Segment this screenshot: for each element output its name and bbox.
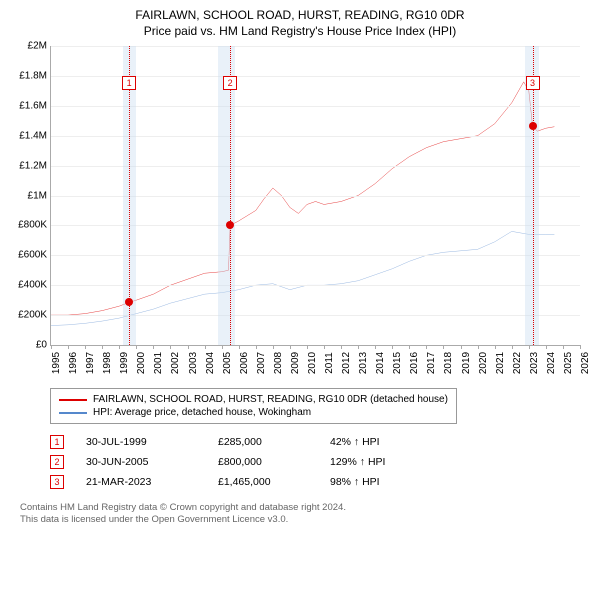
x-axis-label: 2009 <box>290 352 301 374</box>
x-axis-label: 2025 <box>563 352 574 374</box>
x-axis-label: 2021 <box>495 352 506 374</box>
footer-line2: This data is licensed under the Open Gov… <box>20 514 590 526</box>
sales-table: 1 30-JUL-1999 £285,000 42% ↑ HPI 2 30-JUN-200… <box>50 432 590 492</box>
sale-index-box: 2 <box>50 455 64 469</box>
legend-swatch <box>59 399 87 401</box>
plot-area: £0£200K£400K£600K£800K£1M£1.2M£1.4M£1.6M… <box>50 46 580 346</box>
sale-date: 30-JUN-2005 <box>86 456 196 468</box>
x-axis-label: 1999 <box>119 352 130 374</box>
x-axis-label: 2003 <box>188 352 199 374</box>
sale-point <box>226 221 234 229</box>
x-axis-label: 2004 <box>205 352 216 374</box>
footer-attribution: Contains HM Land Registry data © Crown c… <box>20 502 590 527</box>
x-axis-label: 2001 <box>153 352 164 374</box>
sale-price: £1,465,000 <box>218 476 308 488</box>
y-axis-label: £800K <box>18 220 51 231</box>
x-axis-label: 2026 <box>580 352 591 374</box>
x-axis-label: 2014 <box>375 352 386 374</box>
sale-index-box: 1 <box>50 435 64 449</box>
x-axis-label: 2011 <box>324 352 335 374</box>
sale-date: 21-MAR-2023 <box>86 476 196 488</box>
y-axis-label: £2M <box>28 41 51 52</box>
x-axis-label: 2015 <box>392 352 403 374</box>
chart-container: FAIRLAWN, SCHOOL ROAD, HURST, READING, R… <box>0 0 600 535</box>
y-axis-label: £0 <box>36 340 51 351</box>
y-axis-label: £600K <box>18 250 51 261</box>
x-axis-label: 2020 <box>478 352 489 374</box>
x-axis-label: 2018 <box>443 352 454 374</box>
sale-index-box: 3 <box>50 475 64 489</box>
legend-label: HPI: Average price, detached house, Woki… <box>93 407 311 418</box>
y-axis-label: £400K <box>18 280 51 291</box>
x-axis-label: 2019 <box>461 352 472 374</box>
y-axis-label: £1.4M <box>19 130 51 141</box>
sale-row: 3 21-MAR-2023 £1,465,000 98% ↑ HPI <box>50 472 590 492</box>
y-axis-label: £1.2M <box>19 160 51 171</box>
chart-subtitle: Price paid vs. HM Land Registry's House … <box>10 24 590 38</box>
legend-label: FAIRLAWN, SCHOOL ROAD, HURST, READING, R… <box>93 394 448 405</box>
sale-row: 1 30-JUL-1999 £285,000 42% ↑ HPI <box>50 432 590 452</box>
chart-area: £0£200K£400K£600K£800K£1M£1.2M£1.4M£1.6M… <box>50 46 580 376</box>
x-axis-label: 1995 <box>51 352 62 374</box>
legend: FAIRLAWN, SCHOOL ROAD, HURST, READING, R… <box>50 388 457 424</box>
x-axis-label: 2000 <box>136 352 147 374</box>
x-axis-label: 2008 <box>273 352 284 374</box>
x-axis-label: 2005 <box>222 352 233 374</box>
y-axis-label: £200K <box>18 310 51 321</box>
x-axis-label: 2023 <box>529 352 540 374</box>
y-axis-label: £1.8M <box>19 70 51 81</box>
x-axis-label: 1998 <box>102 352 113 374</box>
x-axis-label: 2006 <box>239 352 250 374</box>
x-axis-label: 2024 <box>546 352 557 374</box>
x-axis-label: 2010 <box>307 352 318 374</box>
sale-marker-box: 2 <box>223 76 237 90</box>
x-axis-label: 1996 <box>68 352 79 374</box>
x-axis-label: 2012 <box>341 352 352 374</box>
x-axis-label: 1997 <box>85 352 96 374</box>
sale-pct-vs-hpi: 98% ↑ HPI <box>330 476 420 488</box>
sale-marker-box: 3 <box>526 76 540 90</box>
chart-title: FAIRLAWN, SCHOOL ROAD, HURST, READING, R… <box>10 8 590 22</box>
sale-date: 30-JUL-1999 <box>86 436 196 448</box>
sale-price: £800,000 <box>218 456 308 468</box>
x-axis-label: 2017 <box>426 352 437 374</box>
sale-pct-vs-hpi: 42% ↑ HPI <box>330 436 420 448</box>
x-axis-label: 2007 <box>256 352 267 374</box>
sale-price: £285,000 <box>218 436 308 448</box>
sale-point <box>529 122 537 130</box>
legend-swatch <box>59 412 87 414</box>
y-axis-label: £1M <box>28 190 51 201</box>
x-axis-label: 2002 <box>170 352 181 374</box>
sale-row: 2 30-JUN-2005 £800,000 129% ↑ HPI <box>50 452 590 472</box>
x-axis-label: 2013 <box>358 352 369 374</box>
legend-item: HPI: Average price, detached house, Woki… <box>59 406 448 419</box>
y-axis-label: £1.6M <box>19 100 51 111</box>
sale-pct-vs-hpi: 129% ↑ HPI <box>330 456 420 468</box>
legend-item: FAIRLAWN, SCHOOL ROAD, HURST, READING, R… <box>59 393 448 406</box>
footer-line1: Contains HM Land Registry data © Crown c… <box>20 502 590 514</box>
x-axis-label: 2016 <box>409 352 420 374</box>
sale-marker-box: 1 <box>122 76 136 90</box>
sale-point <box>125 298 133 306</box>
x-axis-label: 2022 <box>512 352 523 374</box>
